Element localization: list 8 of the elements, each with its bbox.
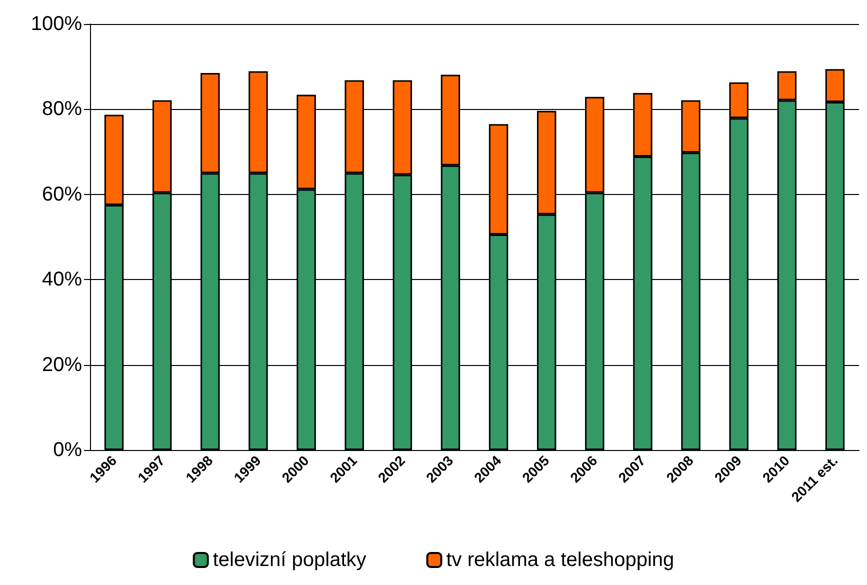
y-tick-label: 100% [30,13,82,35]
y-tick-label: 20% [42,354,82,376]
y-tick-label: 40% [42,268,82,291]
legend-label: tv reklama a teleshopping [446,549,674,571]
y-tick-label: 0% [53,439,82,461]
legend-label: televizní poplatky [212,549,366,571]
y-tick-label: 80% [42,98,82,120]
y-tick-label: 60% [42,183,82,206]
